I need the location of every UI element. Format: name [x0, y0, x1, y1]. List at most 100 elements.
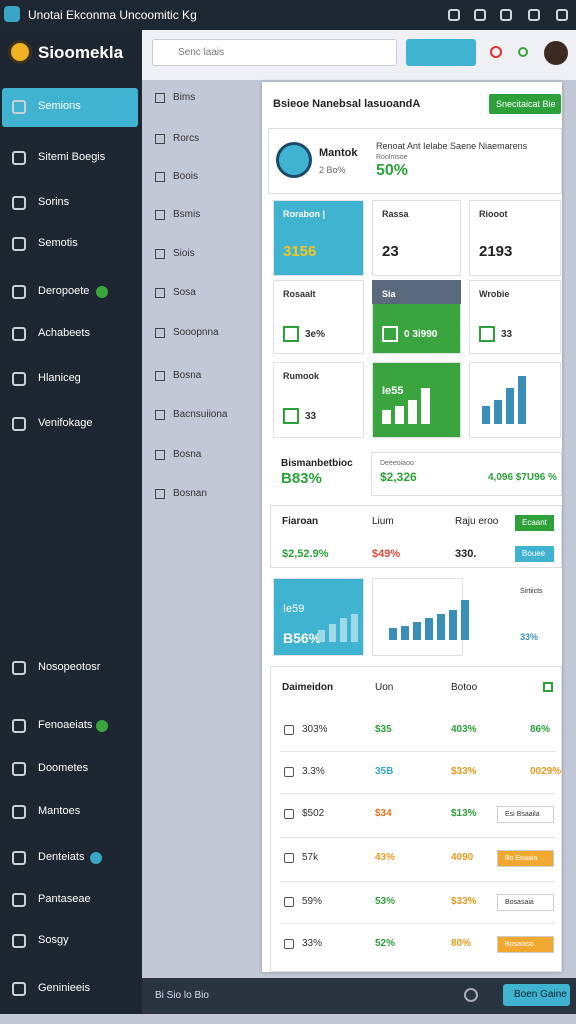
sidebar-item[interactable]: Semions — [38, 100, 81, 112]
nav-item[interactable]: Sosa — [173, 287, 196, 298]
table-cell: 59% — [302, 896, 323, 907]
summary-value: $49% — [372, 548, 401, 560]
card — [372, 200, 461, 276]
stats-sub: Deeeoiaoo — [380, 460, 414, 467]
chart-bar — [518, 376, 526, 424]
card-label: Rassa — [382, 209, 409, 219]
sidebar-item[interactable]: Geninieeis — [38, 982, 90, 994]
sidebar — [0, 30, 142, 1014]
row-icon — [284, 725, 294, 735]
chart-bar — [437, 614, 445, 640]
sidebar-item[interactable]: Mantoes — [38, 805, 81, 817]
chart-bar — [318, 630, 325, 642]
nav-icon — [12, 719, 26, 733]
row-button-label[interactable]: Bo Eoaaia — [505, 855, 538, 862]
table-icon[interactable] — [543, 682, 553, 692]
badge — [96, 286, 108, 298]
notify-icon[interactable] — [490, 46, 502, 58]
app-icon — [4, 6, 20, 22]
sidebar-item[interactable]: Sosgy — [38, 934, 69, 946]
nav-item[interactable]: Sooopnna — [173, 327, 219, 338]
row-divider — [280, 793, 556, 794]
window-button[interactable] — [528, 9, 540, 21]
sidebar-item[interactable]: Deropoete — [38, 285, 90, 297]
nav-icon — [155, 371, 165, 381]
table-cell: 52% — [375, 938, 396, 949]
sidebar-item[interactable]: Semotis — [38, 237, 78, 249]
card-icon — [283, 326, 299, 342]
nav-item[interactable]: Bims — [173, 92, 196, 103]
table-cell: $35 — [375, 724, 392, 735]
sidebar-item[interactable]: Nosopeotosr — [38, 661, 101, 673]
action-button[interactable] — [406, 39, 476, 66]
sidebar-item[interactable]: Doometes — [38, 762, 89, 774]
row-button[interactable] — [497, 806, 554, 823]
row-button-label[interactable]: Bosaiaso — [505, 941, 534, 948]
table-cell: 3.3% — [302, 766, 325, 777]
window-button[interactable] — [556, 9, 568, 21]
card-label: Riooot — [479, 209, 508, 219]
card — [469, 200, 561, 276]
footer-button[interactable] — [503, 984, 570, 1006]
window-button[interactable] — [474, 9, 486, 21]
sidebar-item[interactable]: Pantaseae — [38, 893, 91, 905]
footer-button-label[interactable]: Boen Gaine — [514, 989, 567, 1000]
row-button-label[interactable]: Esi Bsaaila — [505, 811, 540, 818]
nav-item[interactable]: Bsmis — [173, 209, 201, 220]
card-icon — [382, 326, 398, 342]
table-header: Uon — [375, 682, 394, 693]
status-icon[interactable] — [518, 47, 528, 57]
sidebar-item[interactable]: Sorins — [38, 196, 70, 208]
summary-button[interactable] — [515, 515, 554, 531]
search-placeholder: Senc laais — [178, 47, 225, 58]
primary-button-label: Snecitaicat Bie — [496, 99, 556, 109]
nav-item[interactable]: Siois — [173, 248, 195, 259]
sidebar-item[interactable]: Fenoaeiats — [38, 719, 93, 731]
nav-item[interactable]: Boois — [173, 171, 199, 182]
sidebar-item[interactable]: Sitemi Boegis — [38, 151, 106, 163]
profile-sub: 2 Bo% — [319, 165, 346, 175]
stats-value: B83% — [281, 470, 322, 487]
row-button-label[interactable]: Bosasaia — [505, 899, 534, 906]
nav-icon — [155, 328, 165, 338]
row-button[interactable] — [497, 850, 554, 867]
nav-item[interactable]: Bacnsuiiona — [173, 409, 228, 420]
table-cell: $34 — [375, 808, 392, 819]
chart-bar — [461, 600, 469, 640]
chart-bar — [421, 388, 430, 424]
card-icon — [283, 408, 299, 424]
nav-icon — [12, 893, 26, 907]
row-button[interactable] — [497, 894, 554, 911]
nav-item[interactable]: Rorcs — [173, 133, 200, 144]
nav-icon — [12, 151, 26, 165]
chart-bar — [389, 628, 397, 640]
avatar[interactable] — [544, 41, 568, 65]
primary-button[interactable] — [489, 94, 561, 114]
summary-button[interactable] — [515, 546, 554, 562]
footer-icon[interactable] — [464, 988, 478, 1002]
chart-bar — [329, 624, 336, 642]
card-value: 2193 — [479, 243, 513, 260]
window-button[interactable] — [448, 9, 460, 21]
nav-icon — [12, 100, 26, 114]
table-cell: 303% — [302, 724, 328, 735]
search-box[interactable] — [152, 39, 397, 66]
brand-name: Sioomekla — [38, 43, 124, 62]
row-divider — [280, 881, 556, 882]
table-cell: 403% — [451, 724, 477, 735]
nav-item[interactable]: Bosnan — [173, 488, 207, 499]
nav-item[interactable]: Bosna — [173, 449, 202, 460]
chart-value: B56% — [283, 630, 322, 646]
chart-bar — [494, 400, 502, 424]
table-cell: 57k — [302, 852, 319, 863]
sidebar-item[interactable]: Achabeets — [38, 327, 90, 339]
card — [469, 362, 561, 438]
window-button[interactable] — [500, 9, 512, 21]
sidebar-item[interactable]: Venifokage — [38, 417, 93, 429]
sidebar-item[interactable]: Hlaniceg — [38, 372, 81, 384]
row-button[interactable] — [497, 936, 554, 953]
card — [273, 200, 364, 276]
sidebar-item[interactable]: Denteiats — [38, 851, 85, 863]
title-bar — [0, 0, 576, 30]
nav-item[interactable]: Bosna — [173, 370, 202, 381]
